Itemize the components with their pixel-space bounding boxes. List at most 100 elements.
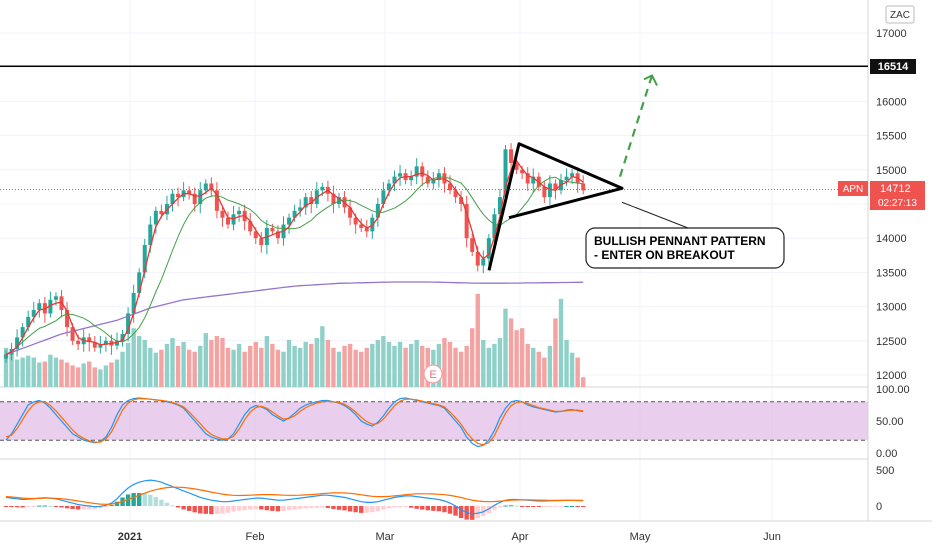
macd-tick-label: 0 <box>876 501 882 513</box>
volume-bar <box>486 347 492 387</box>
candle-body <box>581 183 586 191</box>
macd-histogram-bar <box>198 506 203 514</box>
macd-histogram-bar <box>148 494 153 506</box>
candle-body <box>4 354 8 359</box>
candle-body <box>142 245 147 273</box>
macd-histogram-bar <box>253 506 258 510</box>
macd-histogram-bar <box>92 506 97 510</box>
volume-bar <box>87 361 92 387</box>
macd-histogram-bar <box>425 506 430 511</box>
volume-bar <box>536 351 541 387</box>
volume-bar <box>81 363 86 387</box>
time-axis[interactable]: 2021 Feb Mar Apr May Jun <box>118 531 781 543</box>
candle-body <box>170 193 175 204</box>
macd-histogram-bar <box>203 506 208 514</box>
candle-body <box>87 337 92 343</box>
candle-body <box>503 149 508 198</box>
candle-body <box>564 176 569 181</box>
candle-body <box>364 227 369 232</box>
candle-body <box>353 217 358 225</box>
earnings-marker[interactable] <box>423 364 443 384</box>
volume-bar <box>114 359 120 387</box>
macd-histogram-bar <box>519 506 525 507</box>
callout-box[interactable] <box>585 227 785 269</box>
symbol-badge[interactable] <box>885 5 915 24</box>
volume-bar <box>198 345 203 387</box>
volume-bar <box>203 333 208 387</box>
macd-line <box>5 479 584 515</box>
callout-line-1: BULLISH PENNANT PATTERN <box>594 234 766 248</box>
candle-body <box>15 337 20 350</box>
macd-histogram-bar <box>275 506 281 512</box>
candle-body <box>275 231 280 239</box>
macd-histogram-bar <box>114 501 120 506</box>
macd-histogram-bar <box>292 506 297 510</box>
volume-bar <box>575 357 580 387</box>
candlesticks <box>4 143 586 363</box>
macd-histogram-bar <box>281 506 286 512</box>
arrow-head <box>643 74 658 86</box>
macd-histogram-bar <box>37 505 42 507</box>
macd-signal-line <box>5 486 584 505</box>
candle-body <box>287 217 292 225</box>
macd-histogram-bar <box>370 506 375 513</box>
volume-bar <box>564 339 569 387</box>
candle-body <box>31 310 36 317</box>
volume-bar <box>264 336 270 387</box>
candle-body <box>137 272 142 293</box>
pennant-pattern[interactable] <box>487 142 624 271</box>
macd-histogram-bar <box>331 506 336 510</box>
macd-histogram-bar <box>186 506 192 511</box>
volume-bar <box>14 359 20 387</box>
volume-bar <box>103 365 109 387</box>
candle-body <box>98 344 103 348</box>
volume-bar <box>503 308 508 387</box>
volume-bar <box>303 341 308 387</box>
time-tick-label: 2021 <box>118 531 142 543</box>
macd-histogram-bar <box>442 506 447 513</box>
ma-fast-line <box>5 159 584 356</box>
candle-body <box>103 340 108 345</box>
candle-body <box>309 197 314 204</box>
price-tick-label: 15000 <box>876 165 907 177</box>
candle-body <box>381 190 386 204</box>
price-tick-label: 13500 <box>876 267 907 279</box>
macd-histogram-bar <box>3 506 9 507</box>
macd-histogram-bar <box>392 506 397 508</box>
candle-body <box>176 193 181 198</box>
symbol-badge-label: ZAC <box>890 10 910 21</box>
candle-body <box>48 299 53 314</box>
volume-bar <box>3 347 9 387</box>
candle-body <box>409 176 414 181</box>
volume-bar <box>192 351 197 387</box>
volume-bar <box>381 336 386 387</box>
macd-histogram-bar <box>336 506 342 510</box>
macd-histogram-bar <box>342 506 347 511</box>
last-price-label: 14712 <box>880 183 911 195</box>
volume-bar <box>436 343 442 387</box>
candle-body <box>509 149 514 163</box>
candle-body <box>126 313 131 334</box>
volume-bar <box>581 377 586 387</box>
volume-bar <box>242 351 247 387</box>
candle-body <box>70 327 75 341</box>
stochastic-tick-label: 50.00 <box>876 416 904 428</box>
macd-histogram-bar <box>181 506 186 510</box>
breakout-projection-arrow[interactable] <box>618 75 654 177</box>
macd-histogram-bar <box>414 506 419 509</box>
macd-histogram-bar <box>59 506 64 508</box>
symbol-tag <box>838 181 868 196</box>
macd-histogram-bar <box>564 506 569 507</box>
candle-body <box>209 183 214 191</box>
volume-bar <box>336 351 342 387</box>
volume-bar <box>297 347 303 387</box>
macd-histogram-bar <box>98 506 103 509</box>
macd-histogram-bar <box>436 506 442 512</box>
volume-bar <box>364 347 369 387</box>
candle-body <box>159 210 164 215</box>
volume-bar <box>386 341 392 387</box>
candle-body <box>431 180 436 184</box>
volume-bar <box>220 338 225 387</box>
macd-histogram-bar <box>420 506 425 510</box>
